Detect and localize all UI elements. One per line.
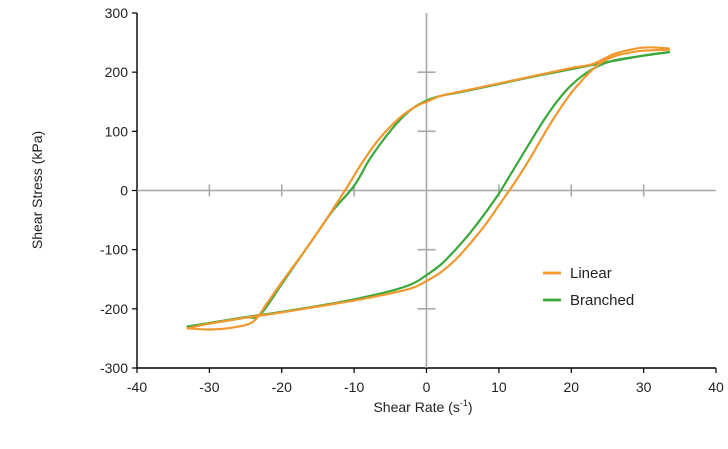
x-axis-title-suffix: ) bbox=[468, 399, 473, 415]
series-branched-upper-branch bbox=[186, 51, 671, 328]
legend-label-linear: Linear bbox=[570, 265, 612, 282]
x-tick-label: 10 bbox=[491, 379, 507, 395]
y-axis-title: Shear Stress (kPa) bbox=[29, 131, 45, 249]
legend: Linear Branched bbox=[543, 265, 634, 309]
y-tick-label: -100 bbox=[100, 242, 128, 258]
x-tick-label: -30 bbox=[199, 379, 219, 395]
plot-frame bbox=[132, 12, 717, 373]
x-tick-labels: -40 -30 -20 -10 0 10 20 30 40 bbox=[127, 379, 724, 395]
x-axis-title: Shear Rate (s-1) bbox=[373, 398, 472, 415]
y-tick-label: -200 bbox=[100, 301, 128, 317]
zero-axes bbox=[137, 13, 716, 368]
x-tick-label: 40 bbox=[708, 379, 724, 395]
series-linear-lower-branch bbox=[186, 48, 671, 330]
y-tick-label: 0 bbox=[120, 183, 128, 199]
y-tick-label: -300 bbox=[100, 360, 128, 376]
x-axis-title-main: Shear Rate (s bbox=[373, 399, 459, 415]
legend-label-branched: Branched bbox=[570, 292, 634, 309]
series-linear-upper-branch bbox=[186, 46, 671, 331]
x-tick-label: -20 bbox=[272, 379, 292, 395]
x-tick-label: 20 bbox=[563, 379, 579, 395]
y-tick-label: 300 bbox=[105, 5, 129, 21]
y-tick-labels: -300 -200 -100 0 100 200 300 bbox=[100, 5, 128, 376]
y-tick-label: 100 bbox=[105, 123, 129, 139]
x-axis-title-superscript: -1 bbox=[460, 398, 468, 408]
x-tick-label: -10 bbox=[344, 379, 364, 395]
x-tick-label: 0 bbox=[423, 379, 431, 395]
series-lines bbox=[186, 46, 671, 331]
series-branched-lower-branch bbox=[186, 51, 671, 328]
y-tick-label: 200 bbox=[105, 64, 129, 80]
x-tick-label: 30 bbox=[636, 379, 652, 395]
x-tick-label: -40 bbox=[127, 379, 147, 395]
